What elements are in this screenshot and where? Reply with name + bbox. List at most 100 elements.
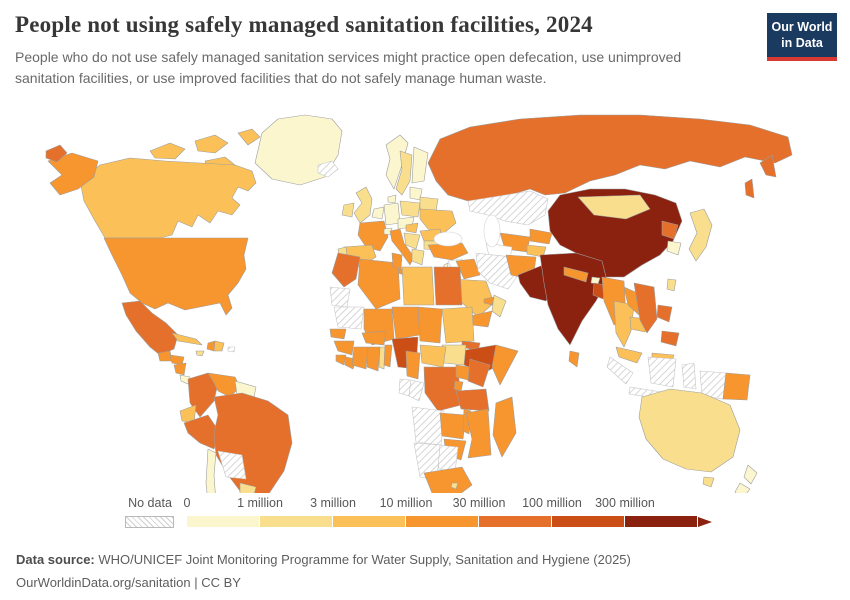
country-new-zealand-north[interactable] — [743, 464, 758, 485]
no-data-swatch[interactable] — [125, 516, 174, 528]
country-congo[interactable] — [408, 379, 425, 402]
country-canada[interactable] — [237, 128, 261, 146]
country-hungary[interactable] — [405, 222, 419, 234]
country-iceland[interactable] — [317, 160, 339, 178]
country-indonesia-sumatra[interactable] — [606, 356, 634, 385]
country-finland[interactable] — [411, 146, 429, 184]
country-russia-kamchatka[interactable] — [759, 154, 777, 178]
country-greece[interactable] — [411, 248, 425, 266]
country-lesotho[interactable] — [450, 482, 459, 490]
country-papua-new-guinea[interactable] — [722, 372, 751, 401]
country-cuba[interactable] — [171, 332, 203, 346]
country-canada[interactable] — [194, 134, 229, 154]
country-costa-rica[interactable] — [179, 374, 191, 385]
country-iraq[interactable] — [455, 258, 481, 280]
legend-segment[interactable] — [260, 516, 332, 527]
legend-segment[interactable] — [406, 516, 478, 527]
country-russia[interactable] — [427, 114, 793, 202]
country-kenya[interactable] — [467, 358, 491, 388]
country-norway[interactable] — [385, 134, 409, 190]
country-paraguay[interactable] — [239, 482, 257, 493]
country-mauritania[interactable] — [333, 306, 365, 330]
country-chad[interactable] — [417, 306, 443, 344]
country-guatemala[interactable] — [157, 350, 173, 362]
country-vietnam[interactable] — [633, 282, 658, 334]
country-mongolia[interactable] — [577, 194, 651, 220]
country-algeria[interactable] — [357, 258, 401, 310]
country-dominican-republic[interactable] — [213, 340, 225, 352]
country-brazil[interactable] — [213, 392, 293, 493]
country-oman[interactable] — [491, 294, 507, 318]
country-indonesia-sulawesi[interactable] — [681, 362, 697, 390]
country-china[interactable] — [547, 188, 683, 278]
country-philippines-mindanao[interactable] — [660, 330, 680, 347]
country-australia[interactable] — [638, 388, 741, 473]
legend-segment[interactable] — [625, 516, 697, 527]
country-tunisia[interactable] — [391, 252, 403, 270]
country-morocco[interactable] — [331, 252, 361, 288]
country-nepal[interactable] — [563, 266, 589, 283]
country-india[interactable] — [539, 252, 608, 346]
country-nicaragua[interactable] — [173, 362, 187, 376]
legend-segment[interactable] — [187, 516, 259, 527]
country-ghana[interactable] — [366, 346, 381, 372]
country-malaysia[interactable] — [615, 346, 643, 364]
country-netherlands-belgium[interactable] — [371, 206, 385, 220]
country-united-states[interactable] — [103, 237, 249, 316]
country-cote-divoire[interactable] — [351, 346, 369, 370]
country-canada[interactable] — [149, 142, 186, 160]
legend-segment[interactable] — [333, 516, 405, 527]
country-central-african-republic[interactable] — [419, 344, 447, 368]
country-democratic-republic-of-congo[interactable] — [423, 366, 462, 412]
country-togo[interactable] — [378, 346, 386, 370]
country-sierra-leone[interactable] — [335, 354, 347, 366]
country-egypt[interactable] — [433, 266, 463, 306]
country-guinea[interactable] — [333, 340, 355, 356]
country-niger[interactable] — [391, 306, 421, 340]
country-zambia[interactable] — [439, 412, 467, 440]
country-benin[interactable] — [383, 344, 393, 368]
country-rwanda-burundi[interactable] — [453, 380, 464, 392]
country-new-zealand-south[interactable] — [734, 482, 751, 493]
legend-segment[interactable] — [552, 516, 624, 527]
license-line[interactable]: OurWorldinData.org/sanitation | CC BY — [16, 575, 241, 591]
country-chile[interactable] — [205, 448, 230, 493]
country-bolivia[interactable] — [217, 450, 247, 480]
country-canada[interactable] — [79, 157, 257, 239]
country-uganda[interactable] — [455, 364, 471, 381]
country-france[interactable] — [357, 220, 389, 252]
country-senegal[interactable] — [329, 328, 347, 340]
country-united-arab-emirates[interactable] — [483, 296, 495, 306]
legend-segment[interactable] — [479, 516, 551, 527]
country-sri-lanka[interactable] — [568, 350, 580, 368]
country-cameroon[interactable] — [405, 350, 421, 380]
country-sudan[interactable] — [441, 306, 475, 344]
country-balkans[interactable] — [403, 232, 421, 250]
country-tanzania[interactable] — [455, 388, 490, 412]
country-haiti[interactable] — [206, 340, 216, 352]
country-ireland[interactable] — [341, 202, 355, 218]
country-puerto-rico[interactable] — [227, 346, 236, 353]
country-philippines-luzon[interactable] — [656, 304, 673, 323]
country-germany[interactable] — [383, 202, 401, 226]
country-taiwan[interactable] — [666, 278, 677, 292]
country-united-kingdom[interactable] — [353, 186, 373, 224]
country-peru[interactable] — [183, 414, 221, 450]
country-madagascar[interactable] — [492, 396, 517, 458]
country-sweden[interactable] — [395, 150, 413, 196]
country-kazakhstan[interactable] — [467, 190, 549, 226]
country-russia-chukotka[interactable] — [45, 144, 68, 163]
country-burkina-faso[interactable] — [361, 330, 387, 346]
country-kyrgyzstan[interactable] — [529, 228, 553, 245]
country-poland[interactable] — [399, 200, 421, 218]
country-denmark[interactable] — [387, 194, 397, 204]
country-south-africa[interactable] — [423, 466, 473, 493]
country-north-korea[interactable] — [661, 220, 679, 240]
country-libya[interactable] — [401, 266, 435, 306]
country-western-sahara[interactable] — [329, 286, 351, 308]
country-south-korea[interactable] — [666, 240, 682, 256]
country-somalia[interactable] — [491, 344, 519, 386]
country-australia-tasmania[interactable] — [702, 476, 715, 488]
country-indonesia-borneo[interactable] — [647, 356, 677, 388]
owid-logo[interactable]: Our World in Data — [767, 13, 837, 62]
